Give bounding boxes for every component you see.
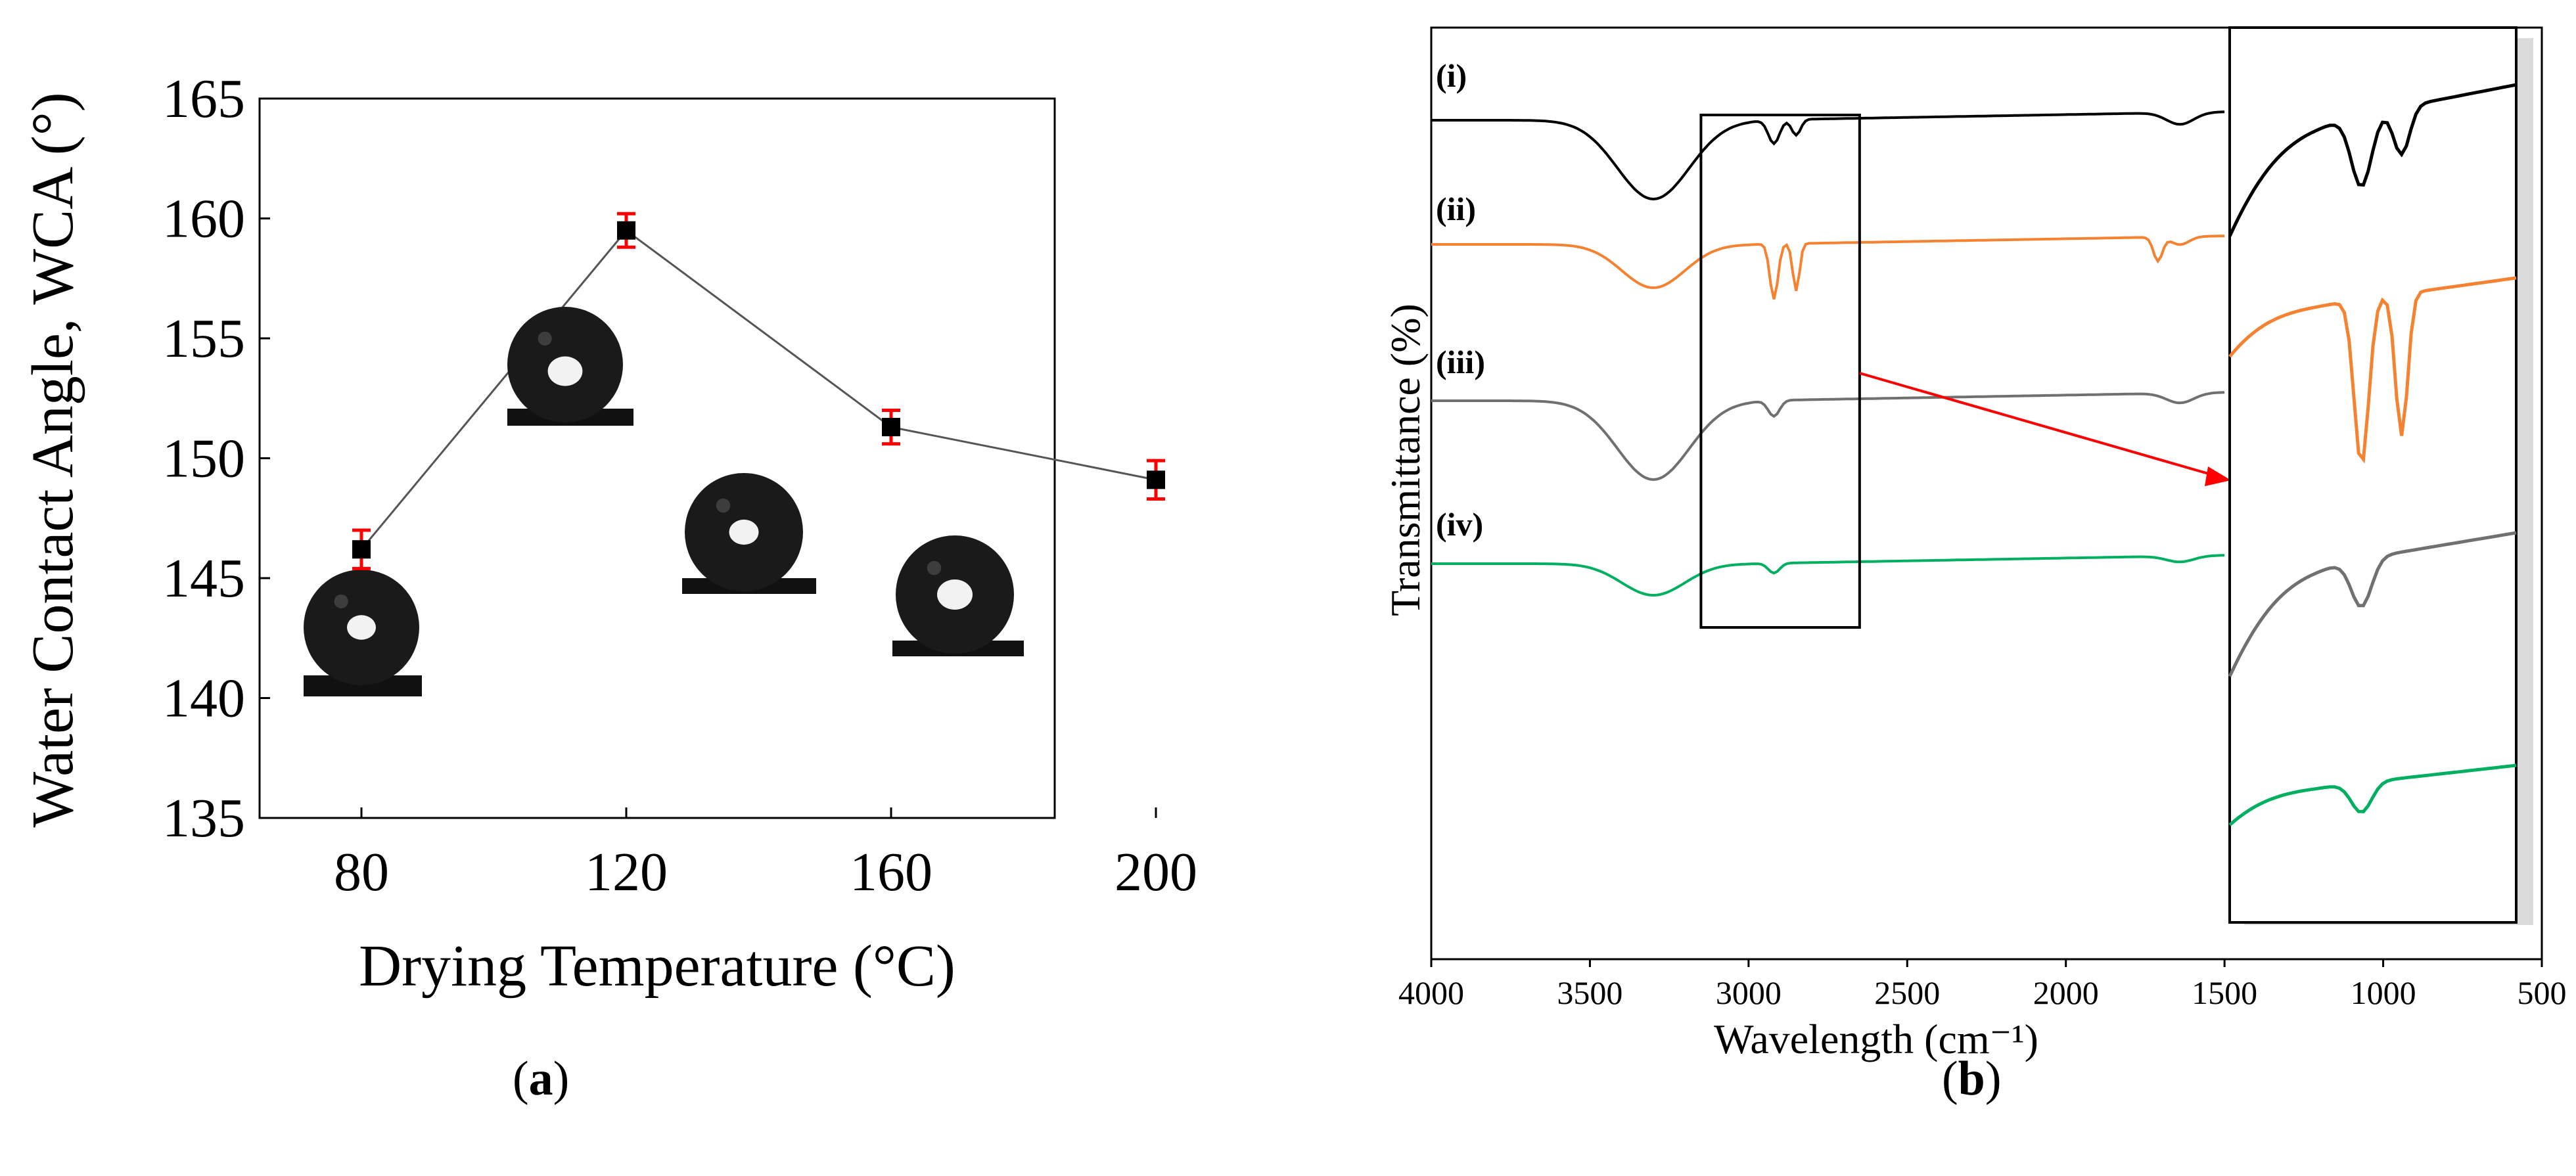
inset-spectrum-line	[2228, 531, 2517, 677]
panel-a-chart: 135 140 145 150 155 160 165 80 120 160 200 Drying…	[20, 68, 1197, 999]
inset-spectrum-line	[2228, 83, 2517, 237]
caption-a-letter: a	[528, 1052, 553, 1106]
x-tick-label: 3000	[1716, 974, 1782, 1011]
caption-b-letter: b	[1958, 1052, 1985, 1106]
panel-b-x-axis-label: Wavelength (cm⁻¹)	[1714, 1016, 2038, 1062]
droplet-image	[682, 473, 816, 594]
data-marker	[617, 221, 635, 240]
x-tick-label: 200	[1115, 842, 1197, 903]
droplet-highlight	[927, 560, 942, 576]
panel-b-inset-frame	[2228, 26, 2518, 924]
panel-b-selection-box	[1699, 114, 1861, 629]
caption-a-close: )	[553, 1052, 570, 1106]
y-tick-label: 160	[162, 189, 245, 250]
y-tick-label: 140	[162, 668, 245, 729]
data-marker	[882, 418, 900, 437]
caption-b-close: )	[1985, 1052, 2002, 1106]
panel-a-droplet-images	[304, 307, 1024, 696]
droplet-image	[892, 535, 1024, 656]
caption-b-open: (	[1942, 1052, 1958, 1106]
y-tick-label: 135	[162, 788, 245, 849]
droplet-image	[304, 570, 422, 696]
x-tick-label: 80	[334, 842, 389, 903]
panel-b-chart: 4000 3500 3000 2500 2000 1500 1000 500 (i)(ii)(…	[1382, 26, 2567, 1062]
panel-b-zoom-arrow	[1859, 372, 2225, 480]
x-tick-label: 120	[585, 842, 668, 903]
x-tick-label: 4000	[1398, 974, 1464, 1011]
panel-b-x-ticks: 4000 3500 3000 2500 2000 1500 1000 500	[1398, 959, 2567, 1011]
panel-a-markers	[352, 221, 1165, 559]
panel-a-series-line	[360, 229, 1157, 551]
data-marker	[352, 540, 371, 559]
spectrum-line	[1431, 391, 2225, 482]
caption-b: (b)	[1942, 1051, 2001, 1107]
panel-a-y-axis-label: Water Contact Angle, WCA (°)	[20, 92, 85, 827]
series-label: (i)	[1436, 57, 1467, 94]
data-marker	[1147, 470, 1165, 489]
x-tick-label: 2000	[2033, 974, 2099, 1011]
x-tick-label: 160	[850, 842, 932, 903]
panel-b-zoom-arrow-head	[2205, 466, 2231, 486]
y-tick-label: 145	[162, 548, 245, 609]
panel-a-x-axis-label: Drying Temperature (°C)	[359, 934, 955, 999]
caption-a: (a)	[513, 1051, 569, 1107]
panel-b-series-labels: (i) (ii) (iii) (iv)	[1436, 57, 1485, 543]
spectrum-line	[1431, 110, 2225, 201]
inset-spectrum-line	[2228, 276, 2517, 464]
x-tick-label: 3500	[1557, 974, 1622, 1011]
spectrum-line	[1431, 554, 2225, 597]
caption-a-open: (	[513, 1052, 529, 1106]
panel-a-x-ticks: 80 120 160 200	[334, 807, 1197, 903]
droplet-reflection	[729, 519, 759, 545]
series-label: (iv)	[1436, 506, 1483, 543]
inset-spectrum-line	[2228, 763, 2517, 826]
x-tick-label: 1500	[2192, 974, 2257, 1011]
x-tick-label: 1000	[2351, 974, 2416, 1011]
droplet-image	[507, 307, 633, 426]
droplet-reflection	[347, 615, 376, 640]
droplet-reflection	[937, 579, 973, 610]
y-tick-label: 150	[162, 428, 245, 489]
x-tick-label: 500	[2518, 974, 2567, 1011]
panel-b-plot-frame	[1430, 26, 2543, 961]
panel-b-spectra	[1431, 110, 2225, 597]
panel-b-inset-spectra	[2228, 83, 2517, 826]
droplet-highlight	[334, 594, 348, 608]
y-tick-label: 155	[162, 308, 245, 369]
droplet-reflection	[547, 356, 583, 386]
series-label: (ii)	[1436, 191, 1476, 227]
spectrum-line	[1431, 235, 2225, 300]
panel-a-plot-frame	[258, 97, 1056, 819]
y-tick-label: 165	[162, 68, 245, 129]
panel-a-y-ticks: 135 140 145 150 155 160 165	[162, 68, 270, 849]
x-tick-label: 2500	[1874, 974, 1940, 1011]
droplet-highlight	[716, 498, 731, 513]
panel-b-y-axis-label: Transmittance (%)	[1382, 304, 1429, 616]
series-label: (iii)	[1436, 344, 1485, 380]
droplet-highlight	[538, 331, 552, 346]
